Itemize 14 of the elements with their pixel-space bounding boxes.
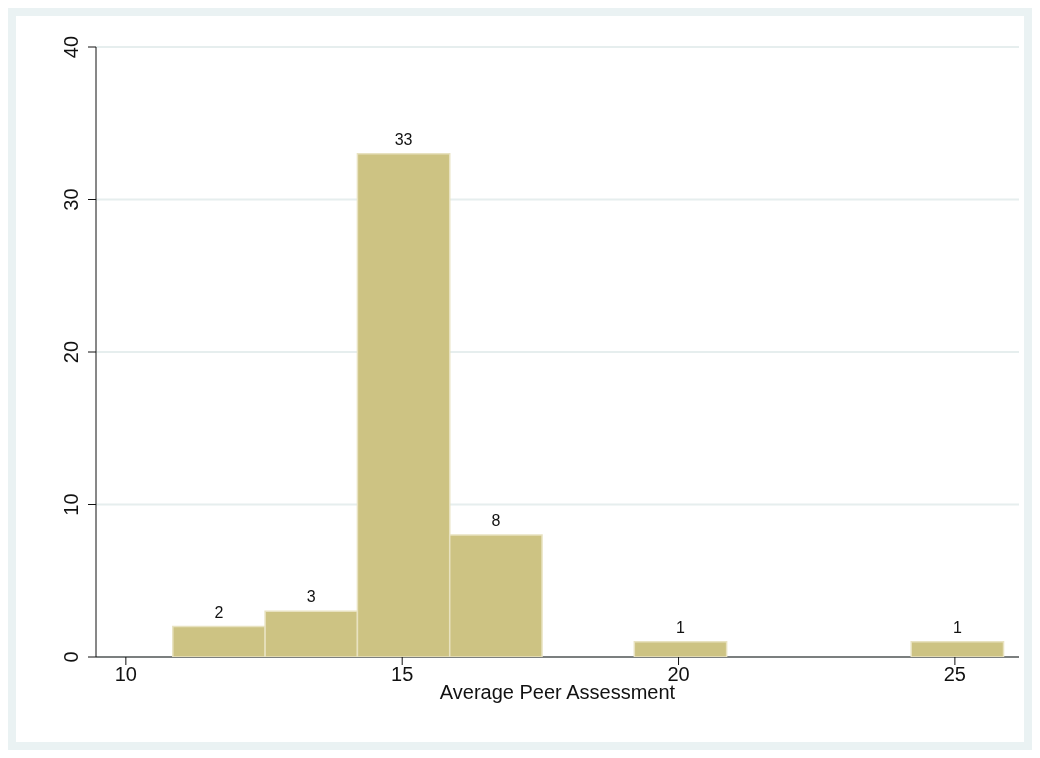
y-tick-label: 0 — [60, 651, 82, 663]
data-label: 1 — [676, 618, 686, 636]
y-tick-label: 40 — [60, 35, 82, 59]
data-label: 2 — [214, 603, 224, 621]
data-label: 8 — [491, 512, 501, 529]
data-label: 1 — [952, 618, 962, 636]
x-tick-label: 15 — [391, 663, 414, 686]
y-tick-label: 30 — [60, 188, 82, 211]
data-label: 3 — [306, 588, 316, 606]
y-tick-label: 20 — [60, 340, 82, 364]
x-tick-label: 10 — [114, 663, 137, 686]
y-tick-label: 10 — [60, 493, 82, 516]
x-tick-label: 25 — [943, 663, 967, 686]
data-label: 33 — [394, 130, 413, 148]
